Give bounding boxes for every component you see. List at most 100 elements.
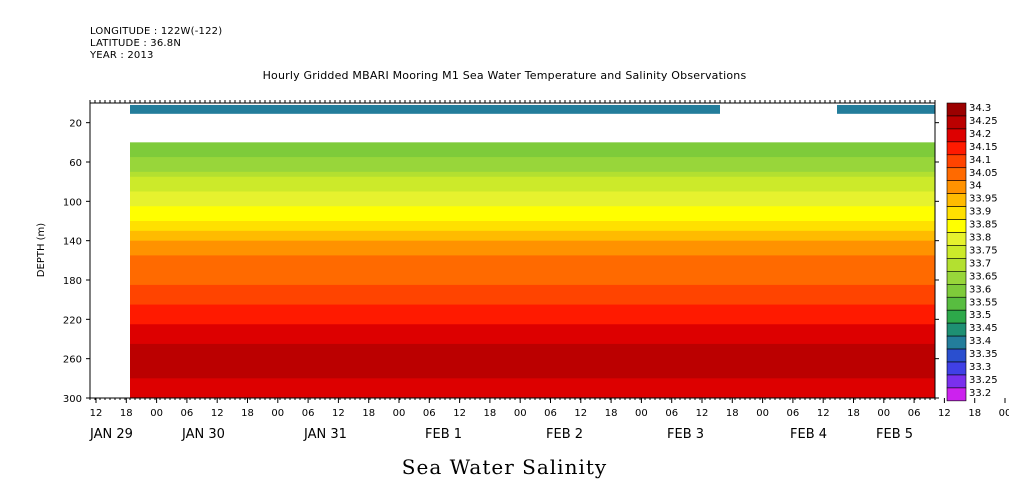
y-tick-label: 300: [63, 394, 82, 405]
x-tick-label: 00: [756, 408, 769, 419]
salinity-band: [130, 329, 935, 335]
salinity-band: [130, 280, 935, 286]
colorbar-swatch: [946, 258, 967, 272]
salinity-band: [130, 157, 935, 163]
salinity-band: [130, 206, 935, 212]
colorbar-swatch: [946, 387, 967, 402]
x-tick-label: 00: [999, 408, 1009, 419]
colorbar-label: 33.3: [969, 362, 991, 373]
x-date-label: FEB 4: [790, 427, 827, 442]
salinity-band: [130, 393, 935, 399]
x-tick-label: 12: [90, 408, 103, 419]
salinity-band: [130, 152, 935, 158]
salinity-band: [130, 255, 935, 261]
salinity-band: [130, 147, 935, 153]
y-axis: 20 60 100 140 180 220 260 300: [63, 100, 939, 405]
salinity-band: [130, 383, 935, 389]
colorbar-label: 34.05: [969, 168, 998, 179]
y-tick-label: 140: [63, 237, 82, 248]
salinity-band: [130, 353, 935, 360]
salinity-band: [130, 142, 935, 148]
colorbar-swatch: [946, 206, 967, 220]
colorbar-legend: 34.3 34.25 34.2 34.15 34.1 34.05 34 33.95 33.9 33…: [946, 102, 998, 402]
salinity-band: [130, 270, 935, 276]
x-tick-label: 18: [120, 408, 133, 419]
x-tick-label: 18: [847, 408, 860, 419]
colorbar-swatch: [946, 141, 967, 156]
salinity-band: [130, 171, 935, 178]
colorbar-label: 34.1: [969, 155, 991, 166]
salinity-band: [130, 339, 935, 345]
colorbar-label: 33.6: [969, 284, 991, 295]
colorbar-label: 33.75: [969, 245, 998, 256]
y-axis-label: DEPTH (m): [36, 223, 47, 277]
colorbar-swatch: [946, 361, 967, 376]
salinity-band: [130, 196, 935, 202]
plot-frame: [89, 102, 936, 399]
x-tick-label: 12: [938, 408, 951, 419]
x-tick-label: 12: [574, 408, 587, 419]
x-tick-label: 00: [393, 408, 406, 419]
salinity-band: [130, 162, 935, 168]
colorbar-swatch: [946, 115, 967, 130]
salinity-band: [130, 294, 935, 301]
salinity-field: [130, 142, 935, 399]
x-tick-label: 06: [544, 408, 557, 419]
salinity-band: [130, 388, 935, 394]
salinity-band: [130, 166, 935, 173]
x-date-label: FEB 3: [667, 427, 704, 442]
y-tick-label: 220: [63, 315, 82, 326]
salinity-band: [130, 348, 935, 355]
x-tick-label: 18: [241, 408, 254, 419]
salinity-band: [130, 289, 935, 296]
salinity-band: [130, 181, 935, 188]
colorbar-swatch: [946, 245, 967, 259]
colorbar-label: 34: [969, 181, 982, 192]
salinity-band: [130, 191, 935, 197]
colorbar-label: 33.8: [969, 233, 991, 244]
colorbar-swatch: [946, 219, 967, 233]
colorbar-label: 33.65: [969, 271, 998, 282]
salinity-band: [130, 235, 935, 242]
colorbar-swatch: [946, 309, 967, 324]
colorbar-swatch: [946, 335, 967, 350]
latitude-label: LATITUDE : 36.8N: [90, 38, 182, 49]
x-date-label: FEB 1: [425, 427, 462, 442]
salinity-band: [130, 358, 935, 365]
salinity-band: [130, 368, 935, 374]
colorbar-swatch: [946, 128, 967, 143]
salinity-band: [130, 240, 935, 247]
colorbar-label: 33.95: [969, 194, 998, 205]
x-date-label: JAN 29: [89, 427, 133, 442]
x-tick-label: 18: [362, 408, 375, 419]
colorbar-swatch: [946, 167, 967, 181]
colorbar-swatch: [946, 180, 967, 194]
x-tick-label: 06: [302, 408, 315, 419]
x-tick-label: 00: [514, 408, 527, 419]
colorbar-swatch: [946, 296, 967, 311]
x-tick-label: 18: [726, 408, 739, 419]
colorbar-swatch: [946, 154, 967, 169]
colorbar-swatch: [946, 193, 967, 207]
salinity-band: [130, 211, 935, 217]
salinity-band: [130, 378, 935, 384]
salinity-band: [130, 260, 935, 266]
x-date-label: JAN 30: [181, 427, 225, 442]
x-tick-label: 12: [453, 408, 466, 419]
x-tick-label: 00: [271, 408, 284, 419]
x-date-label: JAN 31: [303, 427, 347, 442]
colorbar-label: 33.7: [969, 258, 991, 269]
x-tick-label: 12: [696, 408, 709, 419]
colorbar-label: 34.15: [969, 142, 998, 153]
salinity-band: [130, 284, 935, 291]
salinity-band: [130, 309, 935, 315]
chart-subtitle: Sea Water Salinity: [401, 455, 608, 479]
colorbar-label: 33.45: [969, 323, 998, 334]
y-tick-label: 60: [69, 158, 82, 169]
salinity-band: [130, 304, 935, 310]
surface-band-segment: [130, 104, 720, 114]
x-tick-label: 06: [908, 408, 921, 419]
colorbar-label: 33.25: [969, 375, 998, 386]
salinity-band: [130, 221, 935, 227]
